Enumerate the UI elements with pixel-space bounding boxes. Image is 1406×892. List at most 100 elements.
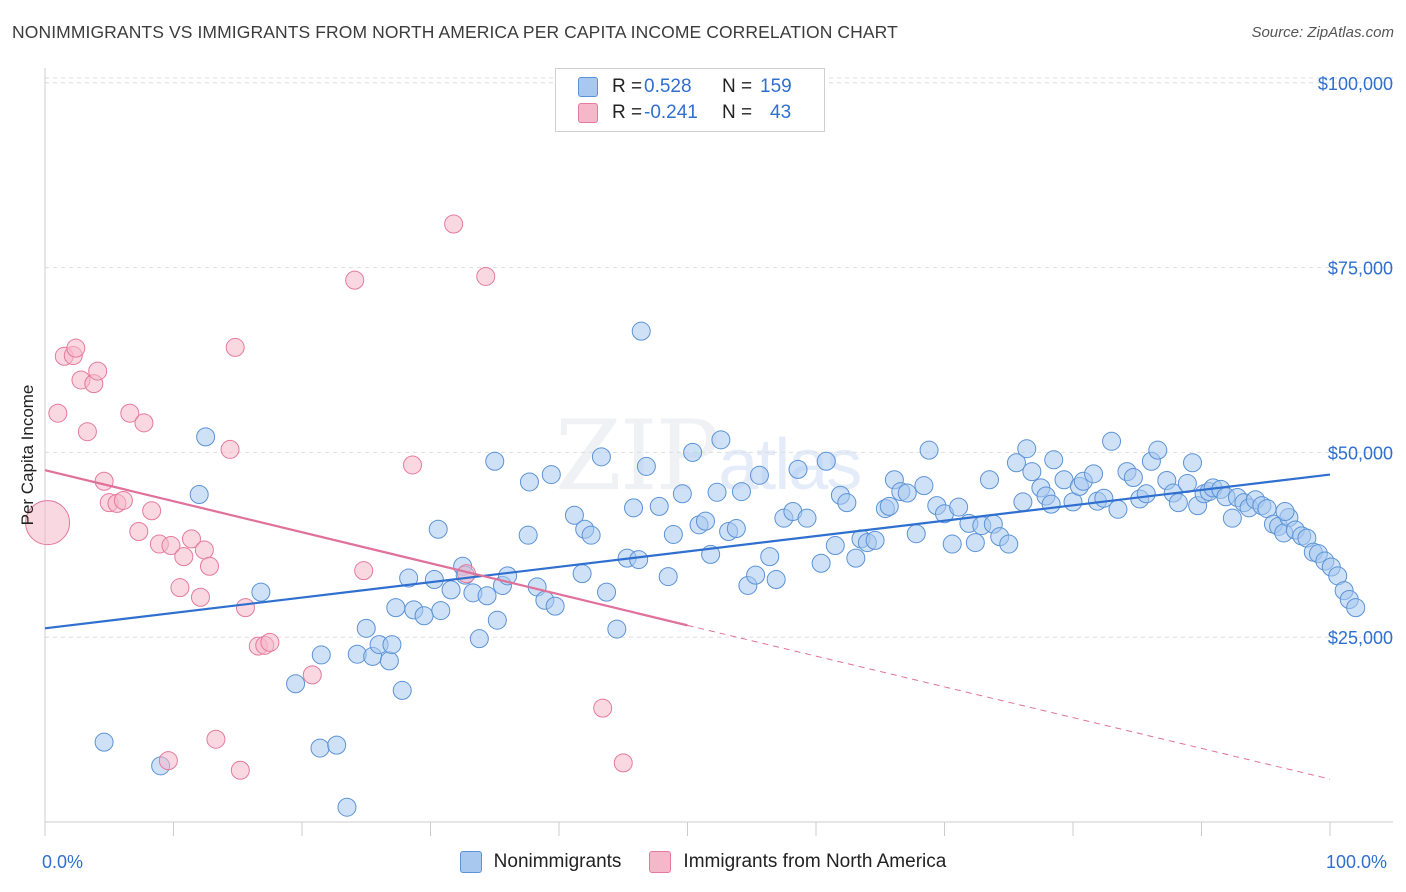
point-nonimmigrants <box>846 548 866 568</box>
point-nonimmigrants <box>816 451 836 471</box>
point-nonimmigrants <box>707 482 727 502</box>
point-immigrants <box>158 751 178 771</box>
point-nonimmigrants <box>1084 464 1104 484</box>
y-tick-label: $75,000 <box>1328 259 1393 279</box>
point-nonimmigrants <box>629 550 649 570</box>
correlation-legend: R = 0.528 N = 159 R = -0.241 N = 43 <box>555 68 825 132</box>
point-nonimmigrants <box>631 321 651 341</box>
series-legend-immigrants: Immigrants from North America <box>649 851 946 873</box>
legend-swatch-immigrants <box>578 103 598 123</box>
point-nonimmigrants <box>811 553 831 573</box>
point-nonimmigrants <box>1346 598 1366 618</box>
point-immigrants <box>235 598 255 618</box>
legend-n-label: N = <box>722 76 753 97</box>
point-nonimmigrants <box>906 524 926 544</box>
point-nonimmigrants <box>392 680 412 700</box>
point-nonimmigrants <box>837 493 857 513</box>
trend-line-immigrants-extension <box>687 624 1331 780</box>
legend-n-label: N = <box>722 102 753 123</box>
point-nonimmigrants <box>1013 492 1033 512</box>
point-nonimmigrants <box>1168 493 1188 513</box>
point-immigrants <box>181 529 201 549</box>
point-nonimmigrants <box>414 606 434 626</box>
point-nonimmigrants <box>746 565 766 585</box>
series-name-nonimmigrants: Nonimmigrants <box>493 851 622 872</box>
trend-line-immigrants <box>44 469 688 627</box>
point-nonimmigrants <box>1275 502 1295 522</box>
point-immigrants <box>593 698 613 718</box>
point-nonimmigrants <box>469 629 489 649</box>
point-nonimmigrants <box>189 485 209 505</box>
series-swatch-immigrants <box>649 851 672 873</box>
point-nonimmigrants <box>999 534 1019 554</box>
point-nonimmigrants <box>766 570 786 590</box>
point-nonimmigrants <box>286 674 306 694</box>
point-nonimmigrants <box>1177 473 1197 493</box>
point-nonimmigrants <box>1123 468 1143 488</box>
point-immigrants <box>129 521 149 541</box>
point-nonimmigrants <box>431 601 451 621</box>
point-immigrants <box>25 500 71 546</box>
point-nonimmigrants <box>485 451 505 471</box>
series-legend: Nonimmigrants Immigrants from North Amer… <box>0 851 1406 873</box>
legend-n-value: 43 <box>770 102 792 123</box>
point-nonimmigrants <box>441 580 461 600</box>
point-nonimmigrants <box>572 564 592 584</box>
point-nonimmigrants <box>310 738 330 758</box>
point-nonimmigrants <box>607 619 627 639</box>
point-nonimmigrants <box>711 430 731 450</box>
point-nonimmigrants <box>695 511 715 531</box>
chart-title: NONIMMIGRANTS VS IMMIGRANTS FROM NORTH A… <box>12 22 898 42</box>
point-nonimmigrants <box>672 484 692 504</box>
point-immigrants <box>161 536 181 556</box>
y-tick-label: $25,000 <box>1328 628 1393 648</box>
point-nonimmigrants <box>1041 494 1061 514</box>
point-nonimmigrants <box>196 427 216 447</box>
point-nonimmigrants <box>919 440 939 460</box>
point-nonimmigrants <box>788 459 808 479</box>
legend-r-value: 0.528 <box>644 76 692 97</box>
point-nonimmigrants <box>636 456 656 476</box>
point-nonimmigrants <box>597 582 617 602</box>
point-nonimmigrants <box>428 519 448 539</box>
legend-row-immigrants: R = -0.241 N = 43 <box>578 100 791 126</box>
point-immigrants <box>190 587 210 607</box>
point-nonimmigrants <box>663 524 683 544</box>
point-immigrants <box>142 501 162 521</box>
series-name-immigrants: Immigrants from North America <box>683 851 947 872</box>
point-nonimmigrants <box>1044 450 1064 470</box>
point-immigrants <box>170 578 190 598</box>
point-immigrants <box>66 338 86 358</box>
point-immigrants <box>174 547 194 567</box>
point-nonimmigrants <box>749 465 769 485</box>
watermark: ZIPatlas <box>555 400 862 512</box>
point-nonimmigrants <box>731 482 751 502</box>
point-nonimmigrants <box>825 536 845 556</box>
point-immigrants <box>345 270 365 290</box>
series-legend-nonimmigrants: Nonimmigrants <box>459 851 622 873</box>
point-immigrants <box>206 729 226 749</box>
point-nonimmigrants <box>356 618 376 638</box>
y-axis-label: Per Capita Income <box>18 384 37 526</box>
x-tick-label-max: 100.0% <box>1326 852 1388 872</box>
point-nonimmigrants <box>1136 484 1156 504</box>
point-nonimmigrants <box>519 472 539 492</box>
point-nonimmigrants <box>1102 431 1122 451</box>
point-nonimmigrants <box>591 447 611 467</box>
point-nonimmigrants <box>581 525 601 545</box>
point-nonimmigrants <box>683 442 703 462</box>
point-nonimmigrants <box>760 547 780 567</box>
point-immigrants <box>220 439 240 459</box>
point-nonimmigrants <box>914 476 934 496</box>
point-nonimmigrants <box>487 610 507 630</box>
point-nonimmigrants <box>797 508 817 528</box>
point-nonimmigrants <box>424 570 444 590</box>
point-nonimmigrants <box>382 635 402 655</box>
series-swatch-nonimmigrants <box>459 851 482 873</box>
point-nonimmigrants <box>477 586 497 606</box>
legend-r-label: R = <box>612 102 643 123</box>
point-immigrants <box>354 561 374 581</box>
point-nonimmigrants <box>1222 508 1242 528</box>
point-nonimmigrants <box>949 497 969 517</box>
